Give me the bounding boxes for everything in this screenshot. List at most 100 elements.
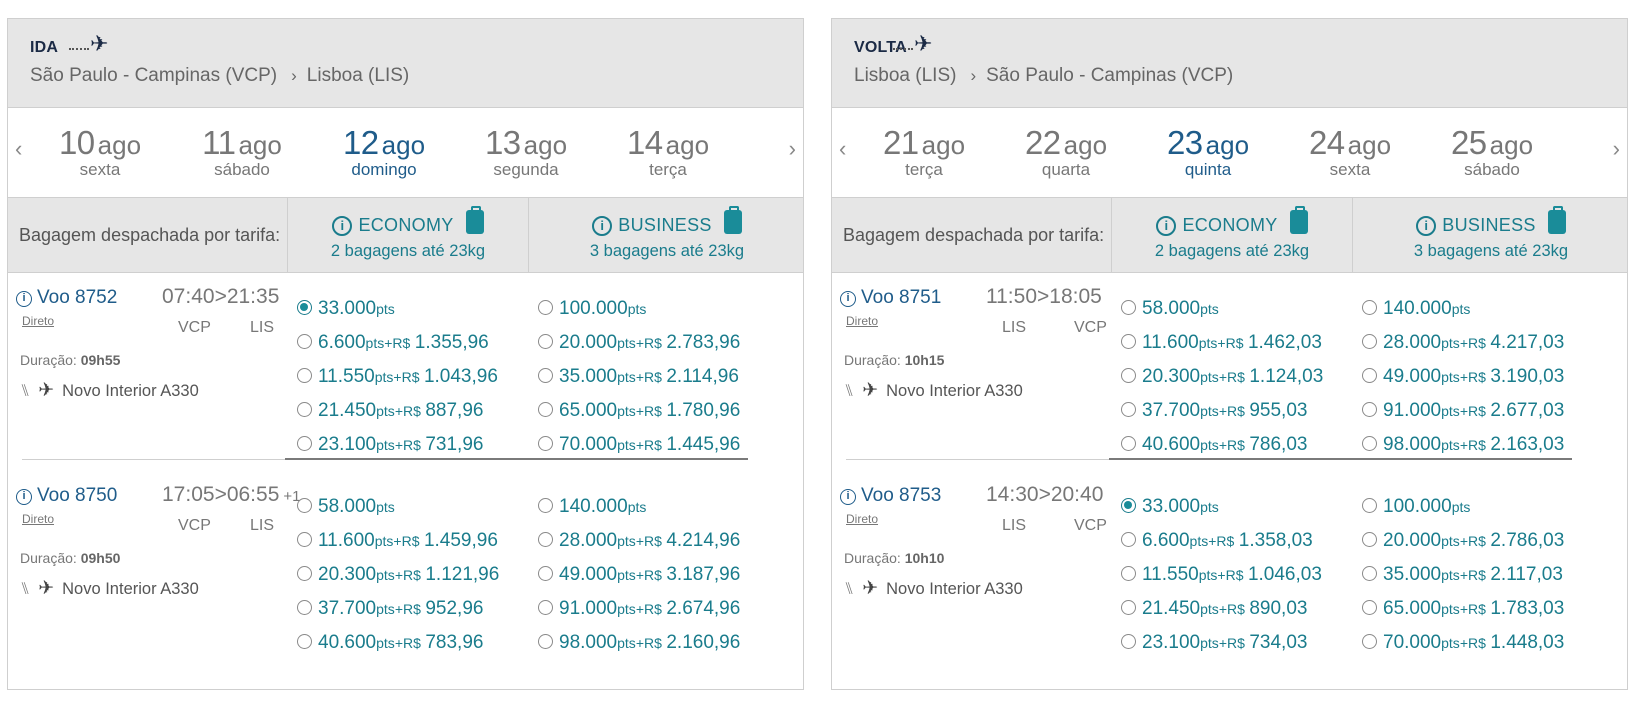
fare-radio[interactable]	[1121, 436, 1136, 451]
fare-option[interactable]: 20.300pts+R$ 1.121,96	[297, 564, 499, 586]
fare-option[interactable]: 23.100pts+R$ 731,96	[297, 434, 483, 456]
fare-option[interactable]: 70.000pts+R$ 1.448,03	[1362, 632, 1564, 654]
fare-option[interactable]: 40.600pts+R$ 786,03	[1121, 434, 1307, 456]
fare-radio[interactable]	[538, 532, 553, 547]
fare-radio[interactable]	[297, 498, 312, 513]
fare-option[interactable]: 98.000pts+R$ 2.160,96	[538, 632, 740, 654]
fare-option[interactable]: 49.000pts+R$ 3.190,03	[1362, 366, 1564, 388]
chevron-left-icon[interactable]: ‹	[15, 136, 23, 161]
flight-number-link[interactable]: i Voo 8753	[840, 485, 941, 507]
direct-link[interactable]: Direto	[22, 512, 55, 526]
fare-option[interactable]: 37.700pts+R$ 955,03	[1121, 400, 1307, 422]
date-option[interactable]: 13 ago segunda	[456, 124, 596, 180]
fare-option[interactable]: 23.100pts+R$ 734,03	[1121, 632, 1307, 654]
flight-number-link[interactable]: i Voo 8752	[16, 287, 117, 309]
date-option[interactable]: 25 ago sábado	[1422, 124, 1562, 180]
fare-option[interactable]: 33.000pts	[297, 298, 395, 320]
fare-radio[interactable]	[1362, 566, 1377, 581]
fare-radio[interactable]	[297, 600, 312, 615]
fare-option[interactable]: 11.550pts+R$ 1.043,96	[297, 366, 498, 388]
date-option[interactable]: 10 ago sexta	[30, 124, 170, 180]
fare-option[interactable]: 70.000pts+R$ 1.445,96	[538, 434, 740, 456]
fare-radio[interactable]	[297, 334, 312, 349]
direct-link[interactable]: Direto	[846, 314, 879, 328]
date-option[interactable]: 24 ago sexta	[1280, 124, 1420, 180]
fare-option[interactable]: 98.000pts+R$ 2.163,03	[1362, 434, 1564, 456]
date-option[interactable]: 11 ago sábado	[172, 124, 312, 180]
fare-option[interactable]: 100.000pts	[1362, 496, 1470, 518]
fare-radio[interactable]	[297, 532, 312, 547]
fare-radio[interactable]	[1121, 300, 1136, 315]
fare-radio[interactable]	[1362, 402, 1377, 417]
fare-radio[interactable]	[538, 436, 553, 451]
fare-option[interactable]: 28.000pts+R$ 4.217,03	[1362, 332, 1564, 354]
fare-option[interactable]: 100.000pts	[538, 298, 646, 320]
flight-number-link[interactable]: i Voo 8751	[840, 287, 941, 309]
fare-option[interactable]: 11.550pts+R$ 1.046,03	[1121, 564, 1322, 586]
fare-radio[interactable]	[1121, 334, 1136, 349]
fare-radio[interactable]	[1121, 566, 1136, 581]
chevron-right-icon[interactable]: ›	[1612, 136, 1620, 161]
fare-radio[interactable]	[538, 498, 553, 513]
fare-radio[interactable]	[1362, 600, 1377, 615]
info-icon[interactable]: i	[16, 291, 32, 307]
fare-option[interactable]: 21.450pts+R$ 890,03	[1121, 598, 1307, 620]
fare-radio[interactable]	[1362, 498, 1377, 513]
info-icon[interactable]: i	[16, 489, 32, 505]
fare-option[interactable]: 91.000pts+R$ 2.677,03	[1362, 400, 1564, 422]
fare-radio[interactable]	[1362, 368, 1377, 383]
fare-radio[interactable]	[538, 634, 553, 649]
fare-radio[interactable]	[1121, 634, 1136, 649]
fare-option[interactable]: 20.000pts+R$ 2.783,96	[538, 332, 740, 354]
fare-radio[interactable]	[1121, 600, 1136, 615]
fare-option[interactable]: 49.000pts+R$ 3.187,96	[538, 564, 740, 586]
chevron-left-icon[interactable]: ‹	[839, 136, 847, 161]
fare-option[interactable]: 65.000pts+R$ 1.780,96	[538, 400, 740, 422]
fare-option[interactable]: 11.600pts+R$ 1.462,03	[1121, 332, 1322, 354]
info-icon[interactable]: i	[840, 489, 856, 505]
fare-option[interactable]: 33.000pts	[1121, 496, 1219, 518]
date-option[interactable]: 12 ago domingo	[314, 124, 454, 180]
info-icon[interactable]: i	[332, 216, 353, 236]
fare-radio[interactable]	[1362, 300, 1377, 315]
fare-radio[interactable]	[297, 436, 312, 451]
info-icon[interactable]: i	[592, 216, 613, 236]
fare-option[interactable]: 65.000pts+R$ 1.783,03	[1362, 598, 1564, 620]
fare-radio[interactable]	[538, 566, 553, 581]
fare-option[interactable]: 58.000pts	[1121, 298, 1219, 320]
fare-option[interactable]: 20.300pts+R$ 1.124,03	[1121, 366, 1323, 388]
fare-radio[interactable]	[1121, 498, 1136, 513]
fare-option[interactable]: 6.600pts+R$ 1.358,03	[1121, 530, 1313, 552]
fare-option[interactable]: 6.600pts+R$ 1.355,96	[297, 332, 489, 354]
fare-radio[interactable]	[538, 300, 553, 315]
fare-radio[interactable]	[297, 634, 312, 649]
fare-option[interactable]: 140.000pts	[538, 496, 646, 518]
fare-radio[interactable]	[297, 402, 312, 417]
fare-radio[interactable]	[297, 368, 312, 383]
fare-option[interactable]: 37.700pts+R$ 952,96	[297, 598, 483, 620]
fare-option[interactable]: 21.450pts+R$ 887,96	[297, 400, 483, 422]
fare-option[interactable]: 35.000pts+R$ 2.117,03	[1362, 564, 1563, 586]
fare-option[interactable]: 20.000pts+R$ 2.786,03	[1362, 530, 1564, 552]
direct-link[interactable]: Direto	[22, 314, 55, 328]
info-icon[interactable]: i	[1416, 216, 1437, 236]
fare-radio[interactable]	[297, 566, 312, 581]
fare-radio[interactable]	[1121, 402, 1136, 417]
fare-option[interactable]: 35.000pts+R$ 2.114,96	[538, 366, 739, 388]
date-option[interactable]: 23 ago quinta	[1138, 124, 1278, 180]
fare-radio[interactable]	[538, 368, 553, 383]
date-option[interactable]: 21 ago terça	[854, 124, 994, 180]
fare-radio[interactable]	[538, 402, 553, 417]
fare-radio[interactable]	[1362, 532, 1377, 547]
fare-option[interactable]: 140.000pts	[1362, 298, 1470, 320]
fare-option[interactable]: 11.600pts+R$ 1.459,96	[297, 530, 498, 552]
fare-radio[interactable]	[1121, 532, 1136, 547]
fare-radio[interactable]	[297, 300, 312, 315]
fare-option[interactable]: 40.600pts+R$ 783,96	[297, 632, 483, 654]
info-icon[interactable]: i	[1156, 216, 1177, 236]
date-option[interactable]: 22 ago quarta	[996, 124, 1136, 180]
fare-radio[interactable]	[1362, 334, 1377, 349]
fare-option[interactable]: 58.000pts	[297, 496, 395, 518]
fare-option[interactable]: 91.000pts+R$ 2.674,96	[538, 598, 740, 620]
chevron-right-icon[interactable]: ›	[788, 136, 796, 161]
